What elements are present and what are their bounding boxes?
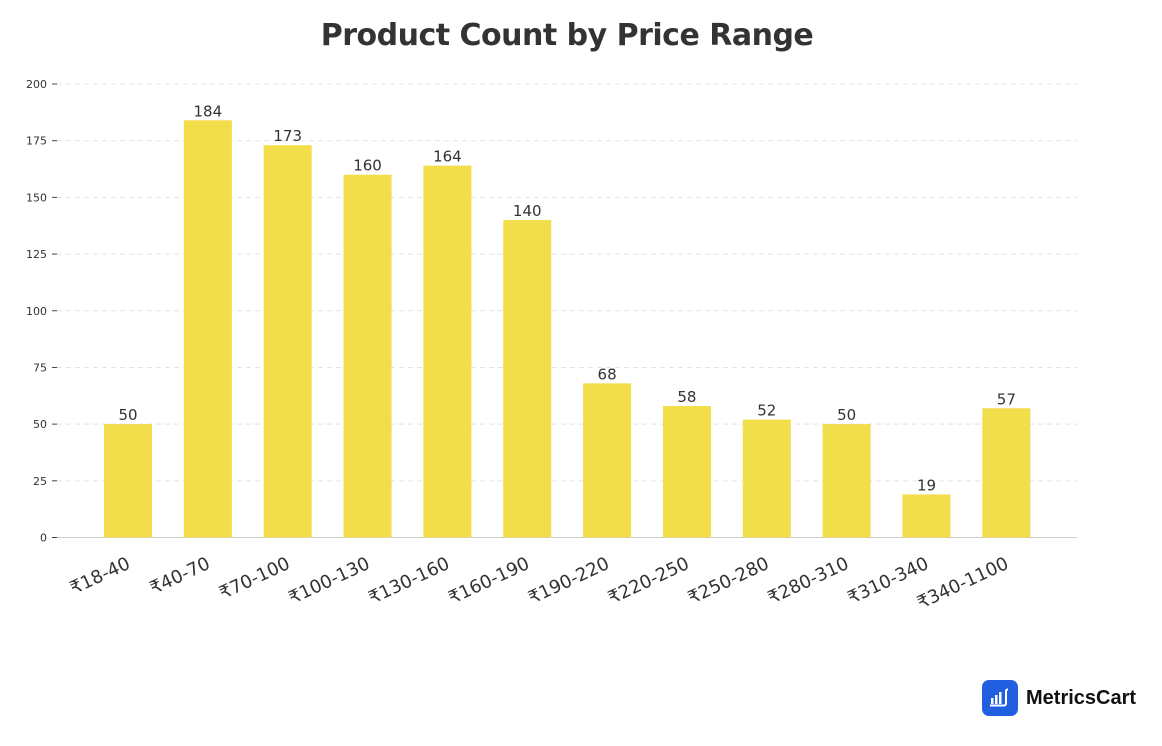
bar-value-label: 160 [353, 157, 382, 175]
y-axis: 0 25 50 75 100 125 150 175 200 [26, 78, 57, 545]
y-tick-label: 125 [26, 248, 47, 261]
bar-value-label: 184 [194, 102, 223, 120]
x-tick-label: ₹18-40 [67, 553, 134, 599]
y-tick-label: 100 [26, 305, 47, 318]
bar [742, 419, 791, 538]
y-tick-label: 175 [26, 135, 47, 148]
brand-name: MetricsCart [1026, 686, 1137, 709]
bar [503, 220, 552, 538]
x-axis-labels: ₹18-40 ₹40-70 ₹70-100₹100-130₹130-160₹160-… [67, 553, 1012, 614]
y-tick-label: 200 [26, 78, 47, 91]
bar-value-label: 140 [513, 202, 542, 220]
gridlines [57, 83, 1077, 482]
metricscart-logo-icon [982, 680, 1018, 716]
brand-logo-group: MetricsCart [982, 680, 1136, 716]
x-tick-label: ₹220-250 [605, 553, 692, 609]
bar [343, 174, 392, 538]
bar [902, 494, 951, 538]
bar [104, 424, 152, 538]
bar-value-label: 52 [757, 402, 776, 420]
y-tick-label: 75 [33, 361, 47, 374]
y-tick-label: 25 [33, 475, 47, 488]
x-tick-label: ₹190-220 [525, 553, 612, 609]
bar [982, 408, 1031, 538]
bar-value-label: 68 [598, 365, 617, 383]
bars: 50 184 173 160 164 140 68 58 52 50 19 57 [104, 102, 1031, 538]
x-tick-label: ₹40-70 [147, 553, 214, 599]
bar-value-label: 50 [837, 406, 856, 424]
x-tick-label: ₹160-190 [445, 553, 532, 609]
x-tick-label: ₹130-160 [365, 553, 452, 609]
x-tick-label: ₹280-310 [765, 553, 852, 609]
y-tick-label: 0 [40, 532, 47, 545]
x-tick-label: ₹70-100 [216, 553, 293, 604]
bar-value-label: 50 [118, 406, 137, 424]
x-tick-label: ₹340-1100 [914, 553, 1012, 614]
bar [423, 165, 472, 538]
bar-value-label: 164 [433, 148, 462, 166]
bar-value-label: 57 [997, 390, 1016, 408]
x-tick-label: ₹100-130 [286, 553, 373, 609]
bar-value-label: 173 [273, 127, 302, 145]
bar-value-label: 19 [917, 476, 936, 494]
bar [263, 145, 312, 538]
y-tick-label: 50 [33, 418, 47, 431]
bar [183, 120, 232, 538]
y-tick-label: 150 [26, 191, 47, 204]
bar [583, 383, 632, 538]
chart-title: Product Count by Price Range [320, 18, 814, 53]
bar [822, 424, 871, 538]
bar-value-label: 58 [677, 388, 696, 406]
bar [662, 405, 711, 538]
x-tick-label: ₹250-280 [685, 553, 772, 609]
